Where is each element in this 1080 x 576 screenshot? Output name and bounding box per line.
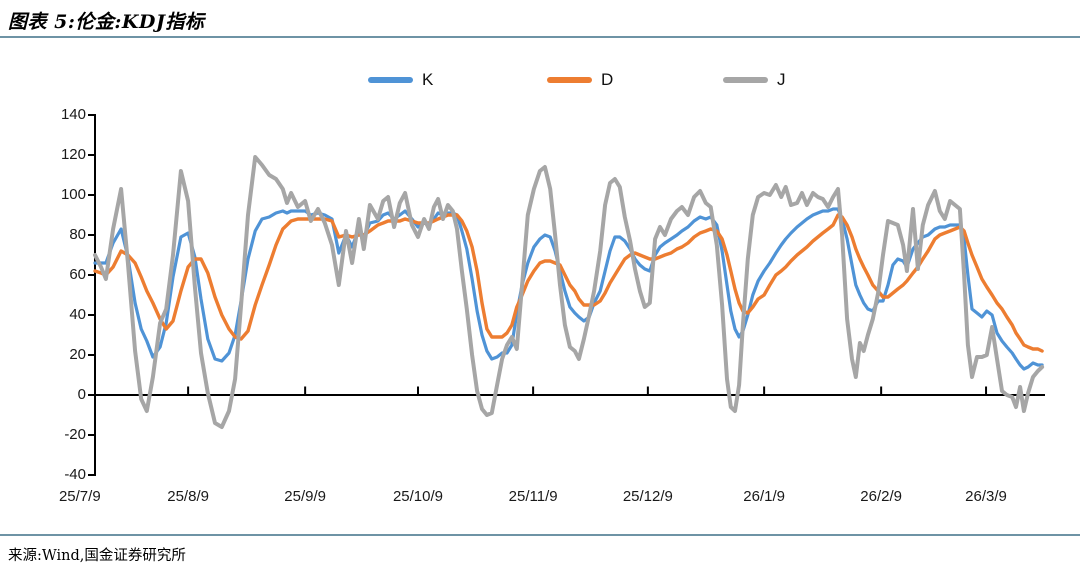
legend-item-k: K [368, 70, 433, 90]
legend-label: D [601, 70, 614, 89]
x-axis-label: 25/7/9 [58, 488, 101, 505]
y-axis-label: -20 [64, 426, 86, 443]
x-axis-label: 26/1/9 [743, 488, 785, 505]
y-axis-label: 20 [69, 346, 86, 363]
x-axis-label: 26/3/9 [965, 488, 1007, 505]
legend-item-d: D [547, 70, 613, 90]
x-axis-label: 25/11/9 [508, 488, 558, 505]
series-k-line [93, 207, 1044, 371]
legend-swatch-d-icon [547, 77, 592, 83]
y-axis-label: 140 [60, 106, 86, 123]
y-axis-label: -40 [64, 466, 86, 483]
x-axis-label: 25/8/9 [167, 488, 209, 505]
x-axis-label: 26/2/9 [860, 488, 902, 505]
x-axis-label: 25/12/9 [622, 488, 673, 505]
legend-item-j: J [723, 70, 786, 90]
legend-swatch-j-icon [723, 77, 768, 83]
legend-label: K [422, 70, 434, 89]
title-rule [0, 36, 1080, 38]
legend-label: J [777, 70, 786, 89]
y-axis-label: 100 [60, 186, 86, 203]
series-d-line [93, 213, 1044, 353]
footer-rule [0, 534, 1080, 536]
y-axis-label: 0 [77, 386, 86, 403]
y-axis-label: 80 [69, 226, 86, 243]
series-j-line [93, 155, 1045, 429]
source-note: 来源:Wind,国金证券研究所 [8, 548, 186, 564]
x-axis-label: 25/9/9 [284, 488, 326, 505]
legend-swatch-k-icon [368, 77, 413, 83]
x-axis-label: 25/10/9 [392, 488, 443, 505]
figure-title: 图表 5:伦金:KDJ指标 [8, 11, 205, 33]
y-axis-label: 120 [60, 146, 86, 163]
y-axis-label: 60 [69, 266, 86, 283]
y-axis-label: 40 [69, 306, 86, 323]
